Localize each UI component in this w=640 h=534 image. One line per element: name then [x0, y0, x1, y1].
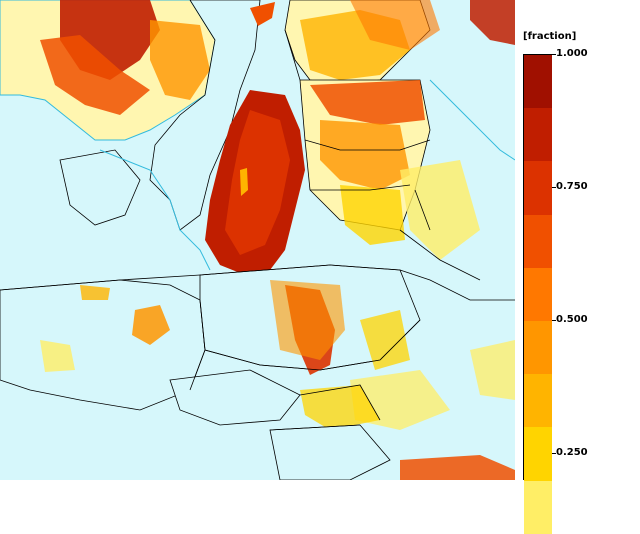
- poland-east-fraction: [360, 310, 410, 370]
- russia-ne-fraction: [470, 0, 515, 45]
- colorbar-tick-mark: [552, 320, 556, 321]
- gotland-island: [240, 168, 248, 196]
- coast-detail: [99, 79, 515, 271]
- colorbar-tick-label: 0.250: [556, 447, 588, 458]
- legend-panel: [fraction] 1.000 0.750 0.500 0.250: [515, 0, 640, 534]
- lithuania-fraction: [340, 185, 405, 245]
- colorbar-segment: [524, 321, 552, 375]
- colorbar-segment: [524, 55, 552, 109]
- map-panel: [0, 0, 515, 480]
- colorbar-segment: [524, 427, 552, 481]
- sweden-north-fraction: [250, 2, 275, 26]
- colorbar: [523, 54, 552, 534]
- colorbar-tick-mark: [552, 187, 556, 188]
- colorbar-tick-label: 1.000: [556, 48, 588, 59]
- belarus-fraction: [400, 160, 480, 260]
- norway-mid-fraction: [40, 35, 150, 115]
- colorbar-tick-label: 0.500: [556, 314, 588, 325]
- denmark-landmass: [59, 149, 141, 226]
- colorbar-tick-mark: [552, 453, 556, 454]
- colorbar-segment: [524, 108, 552, 162]
- germany-fraction: [132, 305, 170, 345]
- legend-unit-label: [fraction]: [523, 31, 577, 42]
- poland-mid-fraction: [270, 280, 345, 360]
- hungary-landmass: [269, 424, 391, 480]
- latvia-fraction: [320, 120, 410, 190]
- norway-south-fraction: [150, 20, 210, 100]
- slovakia-fraction: [300, 385, 380, 430]
- colorbar-segment: [524, 374, 552, 428]
- west-fraction: [40, 340, 75, 372]
- colorbar-segment: [524, 161, 552, 215]
- colorbar-tick-label: 0.750: [556, 181, 588, 192]
- map-canvas: [0, 0, 515, 480]
- border-lines: [0, 29, 515, 431]
- colorbar-tick-mark: [552, 54, 556, 55]
- germany-fraction-2: [80, 285, 110, 300]
- finland-fraction-2: [350, 0, 440, 50]
- south-east-fraction: [400, 455, 515, 480]
- colorbar-segment: [524, 267, 552, 321]
- baltic-center-fraction: [225, 110, 290, 255]
- colorbar-segment: [524, 214, 552, 268]
- colorbar-segment: [524, 480, 552, 534]
- czech-landmass: [169, 369, 301, 426]
- romania-fraction: [470, 340, 515, 400]
- estonia-fraction: [310, 80, 425, 125]
